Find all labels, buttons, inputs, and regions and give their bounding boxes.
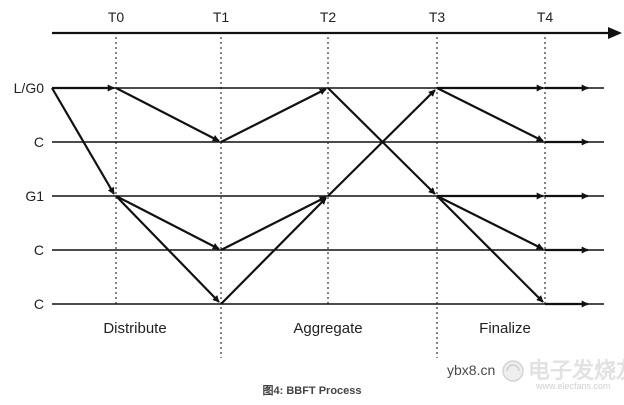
row-label-c3: C — [34, 296, 44, 312]
time-label-t3: T3 — [429, 9, 446, 25]
arrow-g1-to-c2-t4 — [436, 195, 544, 250]
phase-label-distribute: Distribute — [103, 320, 166, 337]
time-label-t1: T1 — [213, 9, 230, 25]
arrow-lg0-to-c1-t1 — [115, 87, 220, 142]
time-axis-arrowhead — [608, 27, 622, 39]
arrow-lg0-to-c1-t4 — [436, 87, 544, 142]
arrow-lg0-to-g1-t3 — [327, 87, 436, 195]
watermark-brand: 电子发烧友 — [528, 358, 624, 383]
row-label-c2: C — [34, 242, 44, 258]
row-label-c1: C — [34, 134, 44, 150]
arrow-g1-to-c3-t4 — [436, 195, 544, 303]
watermark-url: www.elecfans.com — [535, 381, 611, 391]
watermark-logo-icon — [502, 360, 524, 382]
arrow-g1-to-c2-t1 — [115, 195, 220, 250]
time-label-t0: T0 — [108, 9, 125, 25]
watermark-site: ybx8.cn — [447, 362, 495, 378]
arrow-g1-to-lg0-t3 — [327, 89, 436, 197]
arrow-c3-to-g1-t2 — [220, 197, 327, 305]
figure-caption: 图4: BBFT Process — [262, 384, 361, 397]
row-label-g1: G1 — [25, 188, 44, 204]
row-label-lg0: L/G0 — [14, 80, 45, 96]
arrow-c2-to-g1-t2 — [220, 196, 327, 251]
arrow-c1-to-lg0-t2 — [220, 88, 327, 143]
phase-label-finalize: Finalize — [479, 320, 531, 337]
time-label-t2: T2 — [320, 9, 337, 25]
time-label-t4: T4 — [537, 9, 554, 25]
arrow-g1-to-c3-t1 — [115, 195, 220, 303]
arrow-lg0-to-g1-t0 — [51, 87, 115, 195]
phase-label-aggregate: Aggregate — [293, 320, 362, 337]
